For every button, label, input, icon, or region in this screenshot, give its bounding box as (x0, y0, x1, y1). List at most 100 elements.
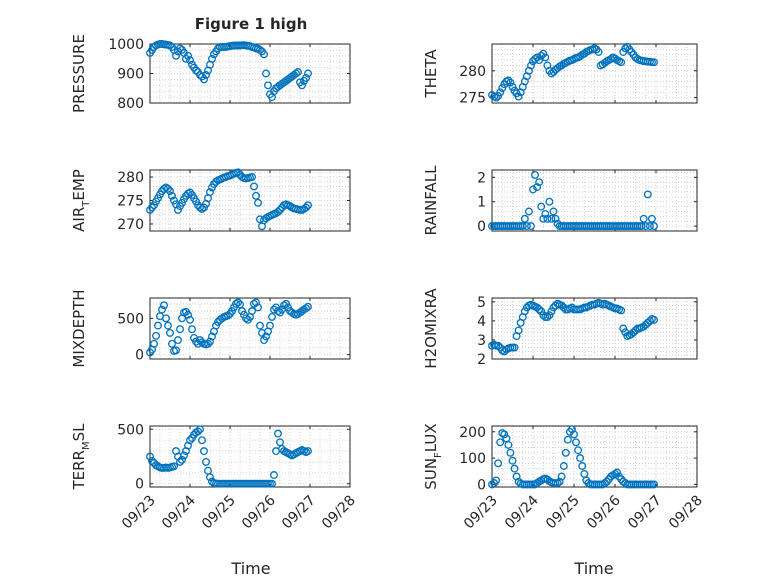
data-point (537, 51, 546, 60)
data-point (304, 302, 312, 311)
data-point (529, 185, 537, 194)
data-point (164, 321, 172, 330)
data-point (200, 75, 208, 84)
data-point (508, 456, 517, 465)
data-point (164, 184, 172, 193)
data-point (645, 316, 654, 325)
data-point (617, 58, 626, 67)
series-markers (146, 168, 312, 231)
data-point (304, 69, 312, 78)
subplot-rainfall: 0 1 2 RAINFALL (422, 165, 698, 236)
data-point (292, 69, 300, 78)
y-tick-label: 900 (117, 67, 144, 83)
y-tick-label: 0 (135, 348, 144, 364)
data-point (563, 435, 572, 444)
data-point (204, 339, 212, 348)
data-point (650, 315, 658, 324)
data-point (506, 448, 515, 457)
data-point (262, 332, 270, 341)
data-point (194, 427, 202, 436)
data-point (248, 307, 256, 316)
data-point (496, 438, 505, 447)
data-point (192, 197, 200, 206)
data-point (617, 306, 626, 315)
data-point (643, 190, 652, 199)
data-point (252, 191, 260, 200)
y-axis-label: THETA (422, 49, 440, 99)
data-point (514, 92, 523, 101)
y-axis-label: RAINFALL (422, 165, 440, 236)
data-point (650, 58, 658, 67)
data-point (298, 81, 306, 90)
data-point (176, 44, 184, 53)
data-point (188, 325, 196, 334)
data-point (510, 343, 519, 352)
data-point (150, 201, 158, 210)
y-tick-label: 800 (117, 96, 144, 112)
data-point (176, 457, 184, 466)
y-tick-label: 0 (477, 219, 486, 235)
axes-box (491, 169, 698, 232)
data-point (514, 326, 523, 335)
grid (150, 170, 350, 231)
data-point (570, 430, 578, 439)
data-point (234, 298, 242, 307)
y-tick-label: 100 (459, 451, 486, 467)
data-point (268, 479, 276, 488)
y-tick-label: 1 (477, 195, 486, 211)
data-point (541, 53, 550, 62)
data-point (506, 78, 515, 87)
data-point (176, 325, 184, 334)
data-point (512, 472, 521, 481)
subplot-terr_msl: 09/23 09/24 09/25 09/26 09/27 09/280500TERRMS… (70, 422, 359, 532)
data-point (232, 299, 240, 308)
data-point (520, 214, 529, 223)
data-point (192, 66, 200, 75)
data-point (208, 332, 216, 341)
data-point (274, 429, 282, 438)
data-point (174, 205, 182, 214)
data-point (545, 197, 554, 206)
y-tick-label: 280 (117, 170, 144, 186)
data-point (262, 214, 270, 223)
subplot-theta: 275 280 THETA (422, 42, 698, 107)
data-point (170, 462, 178, 471)
x-axis-label-right: Time (573, 559, 613, 578)
data-point (496, 88, 505, 97)
data-point (212, 177, 220, 186)
data-point (248, 173, 256, 181)
data-point (524, 207, 533, 216)
data-point (600, 479, 609, 488)
data-point (557, 472, 566, 481)
y-axis-label: AIRTEMP (70, 169, 92, 232)
data-point (202, 71, 210, 79)
series-markers (146, 298, 312, 357)
data-point (150, 339, 158, 348)
data-point (572, 438, 580, 447)
data-point (180, 451, 188, 460)
data-point (150, 43, 158, 51)
data-point (198, 204, 206, 213)
data-point (535, 56, 544, 65)
data-point (178, 455, 186, 464)
data-point (522, 222, 531, 231)
data-point (520, 307, 529, 316)
data-point (166, 328, 174, 337)
data-point (650, 222, 658, 231)
data-point (504, 440, 513, 449)
data-point (545, 311, 554, 320)
y-tick-label: 1000 (108, 37, 144, 53)
subplot-air_temp: 270 275 280 AIRTEMP (70, 168, 351, 233)
data-point (160, 301, 168, 310)
data-point (621, 44, 630, 53)
y-axis-label: PRESSURE (70, 34, 88, 113)
y-tick-label: 2 (477, 170, 486, 186)
data-point (543, 214, 552, 223)
data-point (543, 313, 552, 322)
data-point (172, 346, 180, 355)
data-point (527, 61, 535, 70)
y-tick-label: 0 (135, 477, 144, 493)
y-tick-label: 280 (459, 64, 486, 80)
data-point (508, 82, 517, 91)
data-point (274, 207, 282, 216)
